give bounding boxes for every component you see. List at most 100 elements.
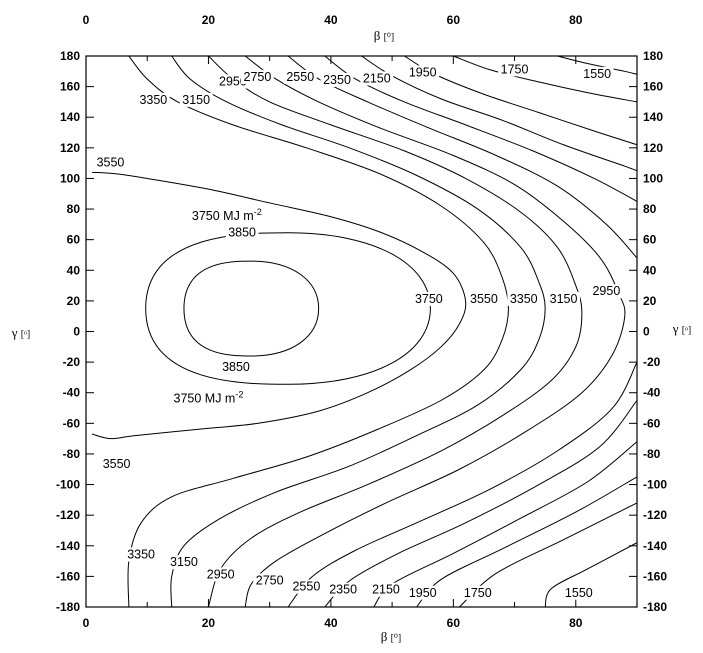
contour-label-1550: 1550 [565,586,593,600]
x-axis-label-top: β [⁰] [374,28,395,43]
contour-label-bg [174,391,243,406]
y-tick-label-left: 80 [67,202,81,216]
y-tick-label-right: 0 [643,325,650,339]
contour-label-bg [360,71,394,86]
contour-2950 [207,56,583,607]
unit-exponent: -2 [254,207,262,217]
contour-3550 [91,171,467,440]
y-tick-label-left: 60 [67,233,81,247]
y-tick-label-left: -160 [56,569,80,583]
contour-label-bg [580,66,614,81]
y-tick-label-left: 20 [67,294,81,308]
contour-label-bg [219,359,253,374]
x-tick-label-top: 60 [447,13,461,27]
contour-2550 [287,361,637,607]
contour-label-bg [225,225,259,240]
y-tick-label-right: 180 [643,49,663,63]
contour-label-bg [461,585,495,600]
contour-label-3350: 3350 [139,93,167,107]
contour-label-bg [498,62,531,77]
contour-labels: 3850 3850 3750 MJ m-2 3750 3750 MJ m-2 3550 35… [94,62,623,600]
contour-label-1950: 1950 [409,586,437,600]
x-tick-label-top: 80 [569,13,583,27]
contour-label-bg [100,457,134,472]
y-tick-label-right: 80 [643,202,657,216]
y-tick-label-left: -80 [63,447,81,461]
contour-3750 [145,232,431,385]
contour-label-bg [369,582,403,597]
x-axis-label-bottom: β [⁰] [381,629,402,644]
y-tick-label-right: -40 [643,386,661,400]
contour-label-bg [290,579,323,594]
contour-label-bg [406,65,440,80]
contour-label-1750: 1750 [501,62,529,76]
contour-3350 [127,56,509,607]
contour-label-bg [124,547,158,562]
y-tick-label-left: 140 [60,110,80,124]
contour-label-1950: 1950 [409,65,437,79]
y-tick-label-left: 100 [60,171,80,185]
contour-label-bg [167,555,201,570]
contour-label-bg [589,284,623,299]
y-tick-label-left: -20 [63,355,81,369]
y-tick-label-left: -180 [56,600,80,614]
x-tick-label-bottom: 80 [569,616,583,630]
contour-1550 [544,542,637,607]
contour-label-2550: 2550 [292,580,320,594]
contour-label-bg [192,209,262,224]
y-tick-label-left: 0 [73,325,80,339]
y-tick-label-left: 40 [67,263,81,277]
y-tick-label-right: 60 [643,233,657,247]
y-tick-label-right: -120 [643,508,667,522]
contour-label-bg [406,585,440,600]
contour-label-bg [204,567,238,582]
y-tick-label-right: 100 [643,171,663,185]
x-tick-label-top: 40 [324,13,338,27]
contour-label-bg [241,69,274,84]
contour-label-3750: 3750 MJ m-2 [192,207,262,223]
x-tick-label-bottom: 60 [447,616,461,630]
contour-3850 [183,260,320,357]
contour-label-2350: 2350 [323,73,351,87]
contour-label-2950: 2950 [219,75,247,89]
contour-label-bg [320,73,354,88]
contour-label-3150: 3150 [182,93,210,107]
contour-label-2150: 2150 [372,583,400,597]
y-tick-label-right: 40 [643,263,657,277]
y-tick-label-left: -40 [63,386,81,400]
y-tick-label-right: -60 [643,416,661,430]
y-tick-label-left: -120 [56,508,80,522]
contour-label-2950: 2950 [592,284,620,298]
contour-lines [91,56,637,607]
contour-2750 [244,56,626,607]
y-tick-label-left: -140 [56,539,80,553]
contour-label-bg [283,69,317,84]
contour-3150 [170,56,546,607]
contour-label-bg [467,291,501,306]
contour-label-bg [136,92,170,107]
y-tick-label-right: -20 [643,355,661,369]
axis-labels: β [⁰] β [⁰] γ [ᵒ] γ [ᵒ] [11,28,692,644]
x-tick-label-top: 20 [202,13,216,27]
x-tick-label-bottom: 0 [83,616,90,630]
contour-label-3550: 3550 [97,156,125,170]
contour-label-bg [562,585,596,600]
y-axis-label-left: γ [ᵒ] [11,325,31,340]
contour-label-3350: 3350 [127,547,155,561]
contour-label-3150: 3150 [550,292,578,306]
x-tick-label-bottom: 40 [324,616,338,630]
contour-label-3850: 3850 [228,225,256,239]
y-axis-label-right: γ [ᵒ] [672,321,692,336]
contour-2350 [324,56,637,202]
unit-exponent: -2 [235,389,243,399]
y-tick-label-left: 180 [60,49,80,63]
contour-label-2350: 2350 [329,583,357,597]
contour-label-2150: 2150 [363,71,391,85]
y-tick-label-left: 160 [60,80,80,94]
y-tick-label-right: -80 [643,447,661,461]
contour-1950 [416,476,637,607]
x-tick-label-bottom: 20 [202,616,216,630]
contour-2350 [324,400,637,607]
y-tick-label-right: 20 [643,294,657,308]
contour-label-bg [326,582,360,597]
